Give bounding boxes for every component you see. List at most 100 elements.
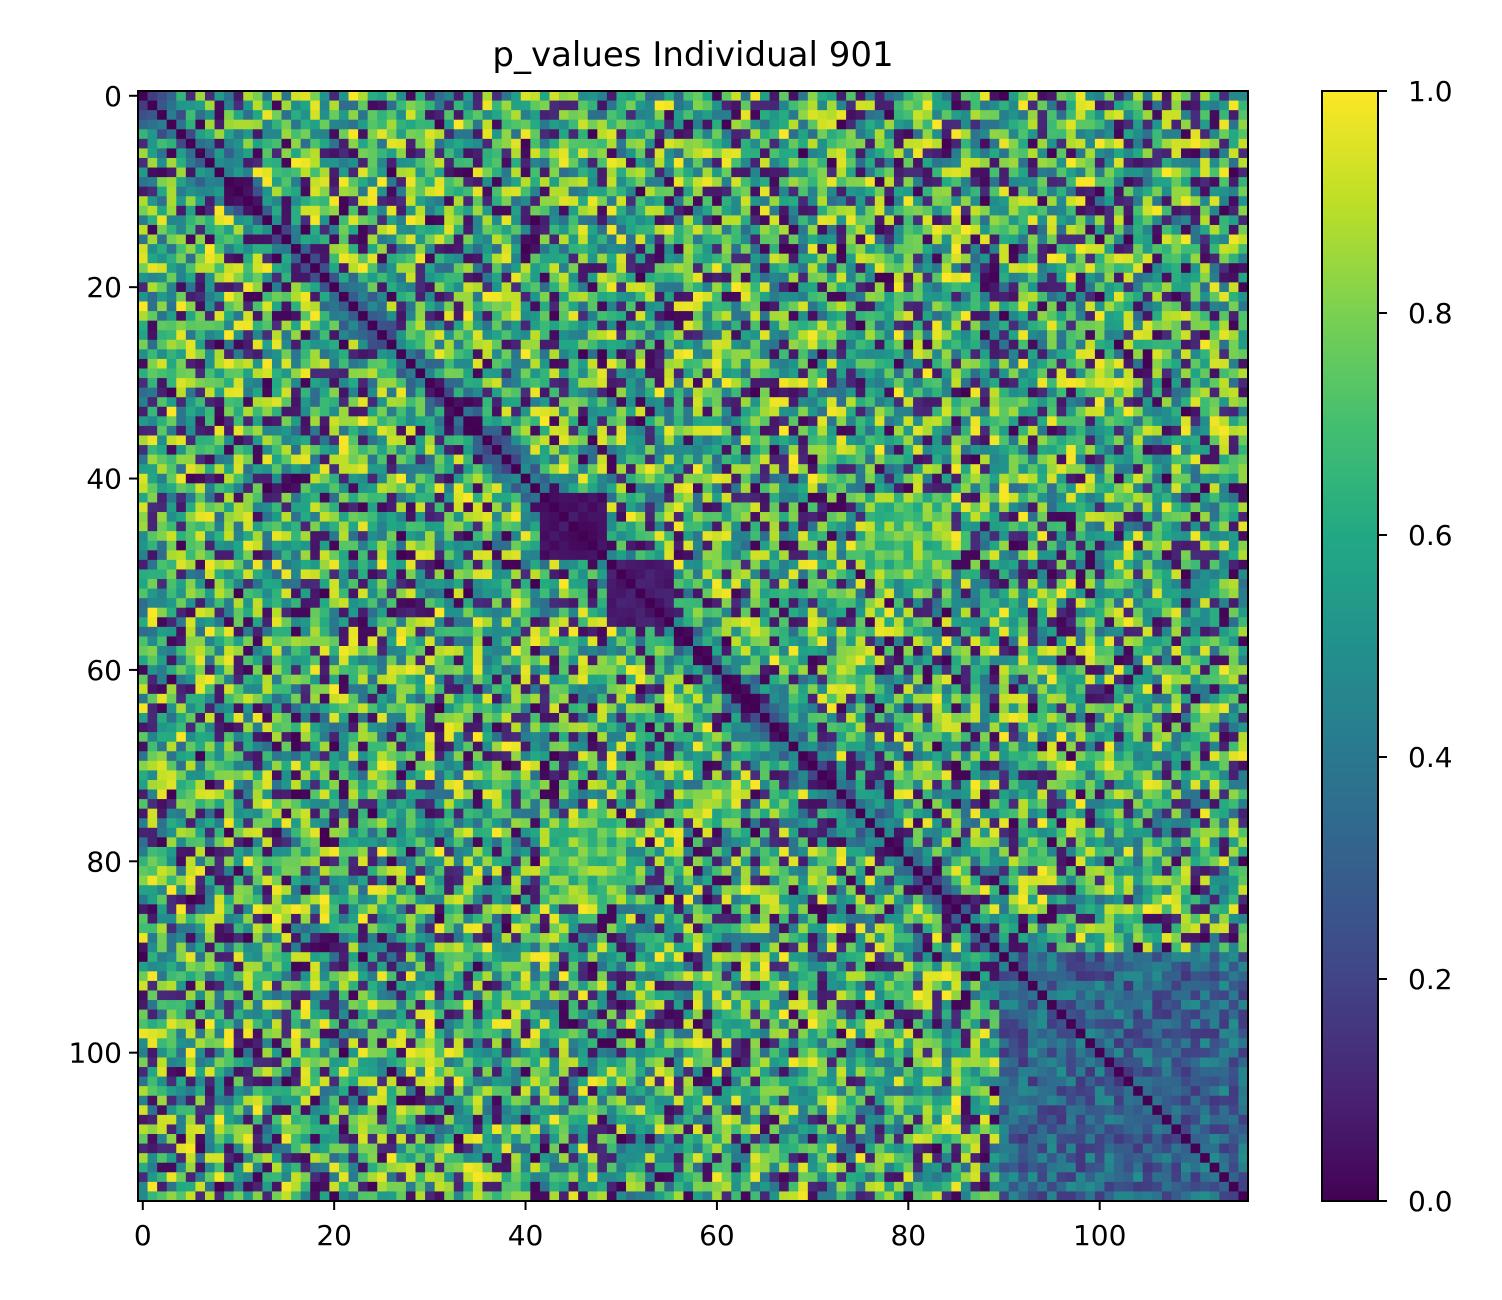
heatmap-cell [1181,425,1191,436]
heatmap-cell [415,157,426,168]
heatmap-cell [683,454,694,465]
heatmap-cell [176,100,187,111]
heatmap-cell [1142,224,1153,235]
heatmap-cell [1056,311,1067,322]
heatmap-cell [779,224,790,235]
heatmap-cell [913,205,924,216]
heatmap-cell [1037,196,1048,207]
heatmap-cell [712,406,723,417]
heatmap-cell [855,330,866,341]
heatmap-cell [731,311,742,322]
heatmap-cell [1238,483,1249,494]
heatmap-cell [913,244,924,255]
heatmap-cell [453,253,464,264]
heatmap-cell [980,425,991,436]
heatmap-cell [1161,454,1172,465]
heatmap-cell [1123,320,1134,331]
heatmap-cell [453,282,464,293]
heatmap-cell [712,311,723,322]
heatmap-cell [989,378,1000,389]
heatmap-cell [271,397,282,408]
heatmap-cell [138,186,148,197]
heatmap-cell [740,425,751,436]
heatmap-cell [989,157,1000,168]
heatmap-cell [166,215,177,226]
heatmap-cell [1066,177,1077,188]
heatmap-cell [788,473,799,484]
heatmap-cell [1085,397,1096,408]
heatmap-cell [1104,406,1115,417]
heatmap-cell [846,339,857,350]
heatmap-cell [922,473,933,484]
heatmap-cell [989,464,1000,475]
heatmap-cell [606,177,617,188]
heatmap-cell [597,263,608,274]
heatmap-cell [281,157,292,168]
heatmap-cell [740,483,751,494]
heatmap-cell [597,473,608,484]
heatmap-cell [731,110,742,121]
heatmap-cell [1104,167,1115,178]
heatmap-cell [855,157,866,168]
heatmap-cell [578,234,589,245]
heatmap-cell [951,205,962,216]
heatmap-cell [1066,253,1077,264]
heatmap-cell [1085,215,1096,226]
heatmap-cell [826,301,837,312]
heatmap-cell [1219,301,1230,312]
heatmap-cell [1133,425,1144,436]
heatmap-cell [425,196,436,207]
heatmap-cell [826,320,837,331]
heatmap-cell [731,301,742,312]
heatmap-cell [846,282,857,293]
heatmap-cell [291,148,302,159]
heatmap-cell [664,387,675,398]
heatmap-cell [338,167,349,178]
heatmap-cell [1114,416,1124,427]
heatmap-cell [1114,272,1124,283]
heatmap-cell [1228,224,1239,235]
heatmap-cell [922,330,933,341]
heatmap-cell [262,138,273,149]
heatmap-cell [932,330,943,341]
heatmap-cell [224,157,235,168]
heatmap-cell [645,205,656,216]
heatmap-cell [788,416,799,427]
heatmap-cell [913,454,924,465]
heatmap-cell [1008,100,1019,111]
heatmap-cell [1075,91,1086,101]
heatmap-cell [874,282,885,293]
heatmap-cell [740,435,751,446]
heatmap-cell [281,186,292,197]
heatmap-cell [425,339,436,350]
heatmap-cell [195,186,206,197]
heatmap-cell [941,272,952,283]
heatmap-cell [1104,445,1115,456]
heatmap-cell [147,339,158,350]
heatmap-cell [1104,473,1115,484]
heatmap-cell [501,378,512,389]
heatmap-cell [185,492,196,503]
heatmap-cell [664,339,675,350]
heatmap-cell [501,272,512,283]
heatmap-cell [300,215,311,226]
heatmap-cell [616,148,627,159]
heatmap-cell [568,177,579,188]
heatmap-cell [281,445,292,456]
heatmap-cell [788,492,799,503]
heatmap-cell [893,167,904,178]
heatmap-cell [559,435,569,446]
heatmap-cell [1238,224,1249,235]
heatmap-cell [941,454,952,465]
heatmap-cell [721,138,732,149]
heatmap-cell [769,301,780,312]
heatmap-cell [932,244,943,255]
heatmap-cell [415,349,426,360]
heatmap-cell [358,311,369,322]
heatmap-cell [444,358,455,369]
heatmap-cell [1152,234,1163,245]
heatmap-cell [291,397,302,408]
heatmap-cell [712,91,723,101]
heatmap-cell [884,445,895,456]
heatmap-cell [176,186,187,197]
